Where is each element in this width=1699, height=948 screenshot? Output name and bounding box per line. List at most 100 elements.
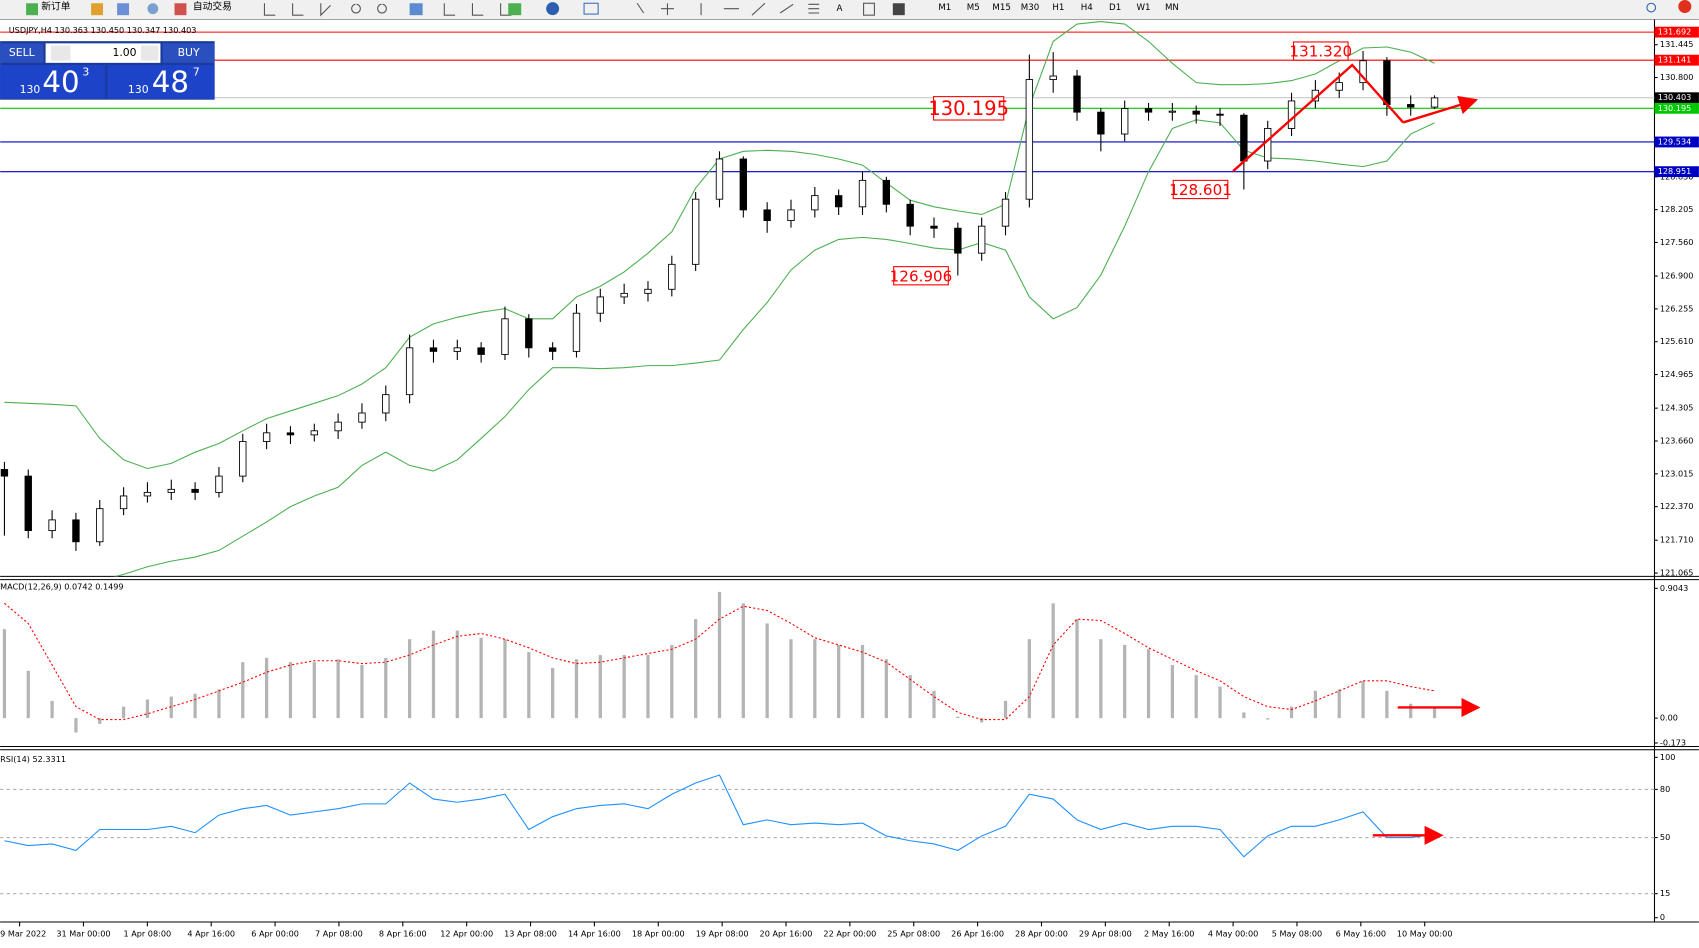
y-tick-label: 123.660 — [1660, 435, 1694, 445]
timeframe-button[interactable]: M30 — [1021, 3, 1039, 13]
x-tick-label: 13 Apr 08:00 — [504, 928, 557, 938]
candle-body — [477, 347, 485, 355]
lot-up[interactable] — [140, 45, 159, 61]
sell-label[interactable]: SELL — [9, 46, 35, 59]
rsi-line — [4, 774, 1435, 858]
x-tick-label: 4 May 00:00 — [1208, 928, 1258, 938]
x-tick-label: 7 Apr 08:00 — [315, 928, 363, 938]
auto-trading-button[interactable]: 自动交易 — [193, 0, 232, 13]
x-tick-label: 6 May 16:00 — [1336, 928, 1386, 938]
trend-arrows — [1232, 63, 1481, 845]
auto-trading-icon[interactable] — [174, 3, 187, 16]
lot-input[interactable] — [45, 43, 161, 63]
macd-bar — [884, 659, 888, 719]
lot-down[interactable] — [51, 45, 71, 61]
timeframe-button[interactable]: W1 — [1137, 3, 1151, 13]
candle-body — [0, 469, 9, 477]
toolbar-icon[interactable] — [117, 3, 130, 16]
axes: 121.065 121.710 122.370 123.015 123.660 124.3… — [0, 26, 1699, 938]
macd-panel — [2, 591, 1437, 733]
macd-bar — [598, 654, 602, 719]
macd-bar — [741, 603, 745, 719]
candle-body — [1264, 128, 1272, 162]
candle-body — [501, 318, 509, 355]
candle-body — [310, 430, 318, 436]
y-tick-label: 121.065 — [1660, 568, 1694, 578]
search-icon[interactable] — [1646, 2, 1657, 13]
candle-body — [429, 347, 438, 352]
macd-bar — [312, 662, 316, 719]
macd-bar — [336, 659, 340, 719]
alert-icon[interactable] — [1678, 0, 1692, 14]
x-tick-label: 10 May 00:00 — [1397, 928, 1453, 938]
buy-label[interactable]: BUY — [178, 46, 200, 59]
candle-body — [405, 347, 414, 396]
toolbar-text-tool[interactable]: A — [836, 4, 842, 14]
annotation-box — [933, 96, 1005, 121]
candle-body — [715, 158, 724, 200]
candle-body — [787, 209, 795, 222]
toolbar-icon[interactable] — [91, 3, 104, 16]
toolbar-icon[interactable] — [583, 2, 599, 15]
candle-body — [262, 432, 271, 442]
level-label-bg — [1654, 54, 1699, 66]
timeframe-button[interactable]: MN — [1165, 3, 1179, 13]
candle-body — [48, 519, 56, 532]
x-tick-label: 12 Apr 00:00 — [440, 928, 493, 938]
bid-box[interactable] — [0, 65, 106, 99]
timeframe-button[interactable]: D1 — [1109, 3, 1121, 13]
candle-body — [977, 225, 986, 254]
timeframe-button[interactable]: M5 — [967, 3, 980, 13]
bid-pips: 40 — [42, 65, 79, 99]
panel-borders — [0, 19, 1699, 923]
macd-bar — [431, 630, 436, 719]
lot-value[interactable]: 1.00 — [112, 46, 136, 59]
level-label: 131.692 — [1658, 27, 1692, 37]
timeframe-button[interactable]: H1 — [1052, 3, 1064, 13]
level-label: 131.141 — [1658, 55, 1692, 65]
candle-body — [548, 347, 557, 352]
timeframe-button[interactable]: M15 — [992, 3, 1010, 13]
rsi-title: RSI(14) 52.3311 — [0, 754, 66, 764]
macd-bar — [360, 665, 364, 719]
macd-bar — [169, 696, 173, 719]
buy-button[interactable] — [162, 43, 215, 63]
toolbar-icon[interactable] — [863, 2, 875, 16]
level-label-bg — [1654, 26, 1699, 38]
timeframe-button[interactable]: H4 — [1081, 3, 1094, 13]
toolbar-icon[interactable] — [147, 3, 159, 15]
level-label: 130.195 — [1658, 103, 1692, 113]
sell-button[interactable] — [0, 43, 44, 63]
macd-bar — [1266, 718, 1270, 720]
macd-bar — [1337, 689, 1341, 719]
toolbar-icon[interactable] — [508, 3, 522, 16]
toolbar-icon[interactable] — [546, 2, 560, 16]
macd-bar — [717, 591, 722, 719]
candle-body — [286, 432, 295, 436]
toolbar — [0, 0, 1699, 20]
candle-body — [453, 347, 461, 352]
candle-body — [906, 203, 914, 227]
new-order-icon[interactable] — [26, 3, 39, 16]
toolbar-icon[interactable] — [892, 3, 905, 16]
ask-fraction: 7 — [193, 66, 200, 79]
ask-box[interactable] — [107, 65, 215, 99]
x-tick-label: 22 Apr 00:00 — [823, 928, 876, 938]
macd-bar — [50, 700, 54, 719]
x-tick-label: 1 Apr 08:00 — [123, 928, 171, 938]
macd-bar — [74, 718, 78, 733]
trend-arrow — [1402, 95, 1479, 124]
new-order-button[interactable]: 新订单 — [41, 0, 70, 13]
x-tick-label: 14 Apr 16:00 — [568, 928, 621, 938]
macd-bar — [1218, 686, 1222, 719]
candle-body — [739, 158, 748, 211]
x-tick-label: 5 May 08:00 — [1272, 928, 1322, 938]
y-tick-label: 0.9043 — [1660, 583, 1688, 593]
timeframe-button[interactable]: M1 — [938, 3, 951, 13]
x-tick-label: 8 Apr 16:00 — [379, 928, 427, 938]
macd-bar — [455, 630, 459, 719]
x-tick-label: 20 Apr 16:00 — [760, 928, 813, 938]
one-click-trading: SELL 1.00 BUY 130 40 3 130 48 7 — [0, 41, 215, 100]
toolbar-icon[interactable] — [409, 3, 423, 16]
